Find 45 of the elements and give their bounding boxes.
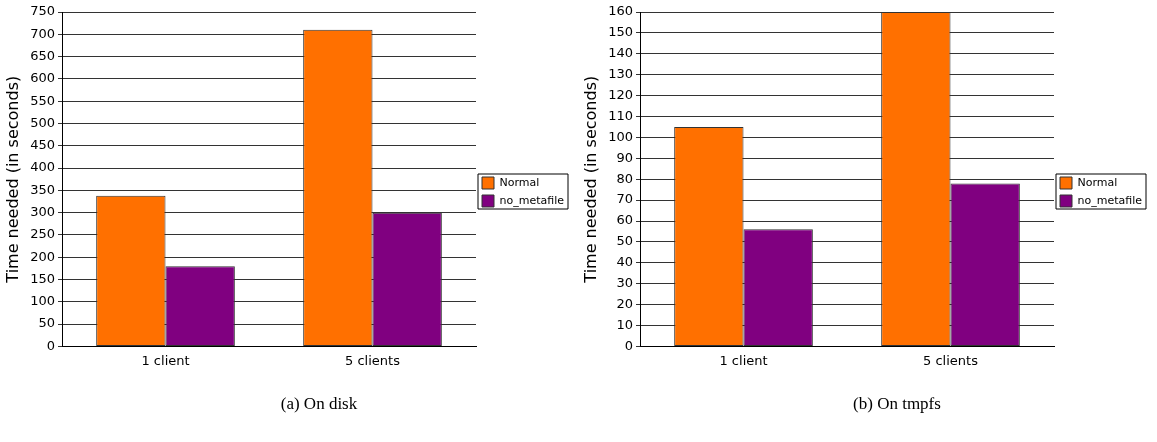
- legend-label: Normal: [499, 175, 540, 189]
- y-axis-title: Time needed (in seconds): [2, 75, 22, 284]
- y-tick-label: 250: [30, 226, 56, 242]
- text: (b) On tmpfs: [852, 394, 942, 414]
- y-tick-label: 150: [30, 270, 56, 286]
- y-tick-label: 0: [624, 337, 634, 353]
- y-tick-label: 80: [616, 170, 634, 186]
- x-tick-label: 5 clients: [923, 352, 979, 368]
- y-axis-title: Time needed (in seconds): [580, 75, 600, 284]
- y-tick-label: 140: [608, 45, 634, 61]
- legend-label: Normal: [1077, 175, 1118, 189]
- y-tick-label: 20: [616, 295, 634, 311]
- y-tick-label: 550: [30, 92, 56, 108]
- y-tick-label: 0: [46, 337, 56, 353]
- y-tick-label: 200: [30, 248, 56, 264]
- y-tick-label: 100: [608, 128, 634, 144]
- x-tick-label: 5 clients: [345, 352, 401, 368]
- y-tick-label: 160: [608, 3, 634, 19]
- y-tick-label: 110: [608, 107, 634, 123]
- y-tick-label: 70: [616, 191, 634, 207]
- y-tick-label: 100: [30, 293, 56, 309]
- y-tick-label: 50: [38, 315, 56, 331]
- y-tick-label: 350: [30, 181, 56, 197]
- y-tick-label: 10: [616, 316, 634, 332]
- legend-label: no_metafile: [499, 193, 565, 207]
- y-tick-label: 400: [30, 159, 56, 175]
- y-tick-label: 600: [30, 70, 56, 86]
- y-tick-label: 750: [30, 3, 56, 19]
- text: (a) On disk: [279, 394, 359, 414]
- y-tick-label: 90: [616, 149, 634, 165]
- y-tick-label: 650: [30, 47, 56, 63]
- y-tick-label: 700: [30, 25, 56, 41]
- y-tick-label: 30: [616, 275, 634, 291]
- y-tick-label: 120: [608, 86, 634, 102]
- x-tick-label: 1 client: [141, 352, 190, 368]
- y-tick-label: 150: [608, 24, 634, 40]
- y-tick-label: 130: [608, 66, 634, 82]
- legend-label: no_metafile: [1077, 193, 1143, 207]
- y-tick-label: 60: [616, 212, 634, 228]
- y-tick-label: 40: [616, 254, 634, 270]
- y-tick-label: 500: [30, 114, 56, 130]
- x-tick-label: 1 client: [719, 352, 768, 368]
- y-tick-label: 50: [616, 233, 634, 249]
- y-tick-label: 450: [30, 137, 56, 153]
- y-tick-label: 300: [30, 204, 56, 220]
